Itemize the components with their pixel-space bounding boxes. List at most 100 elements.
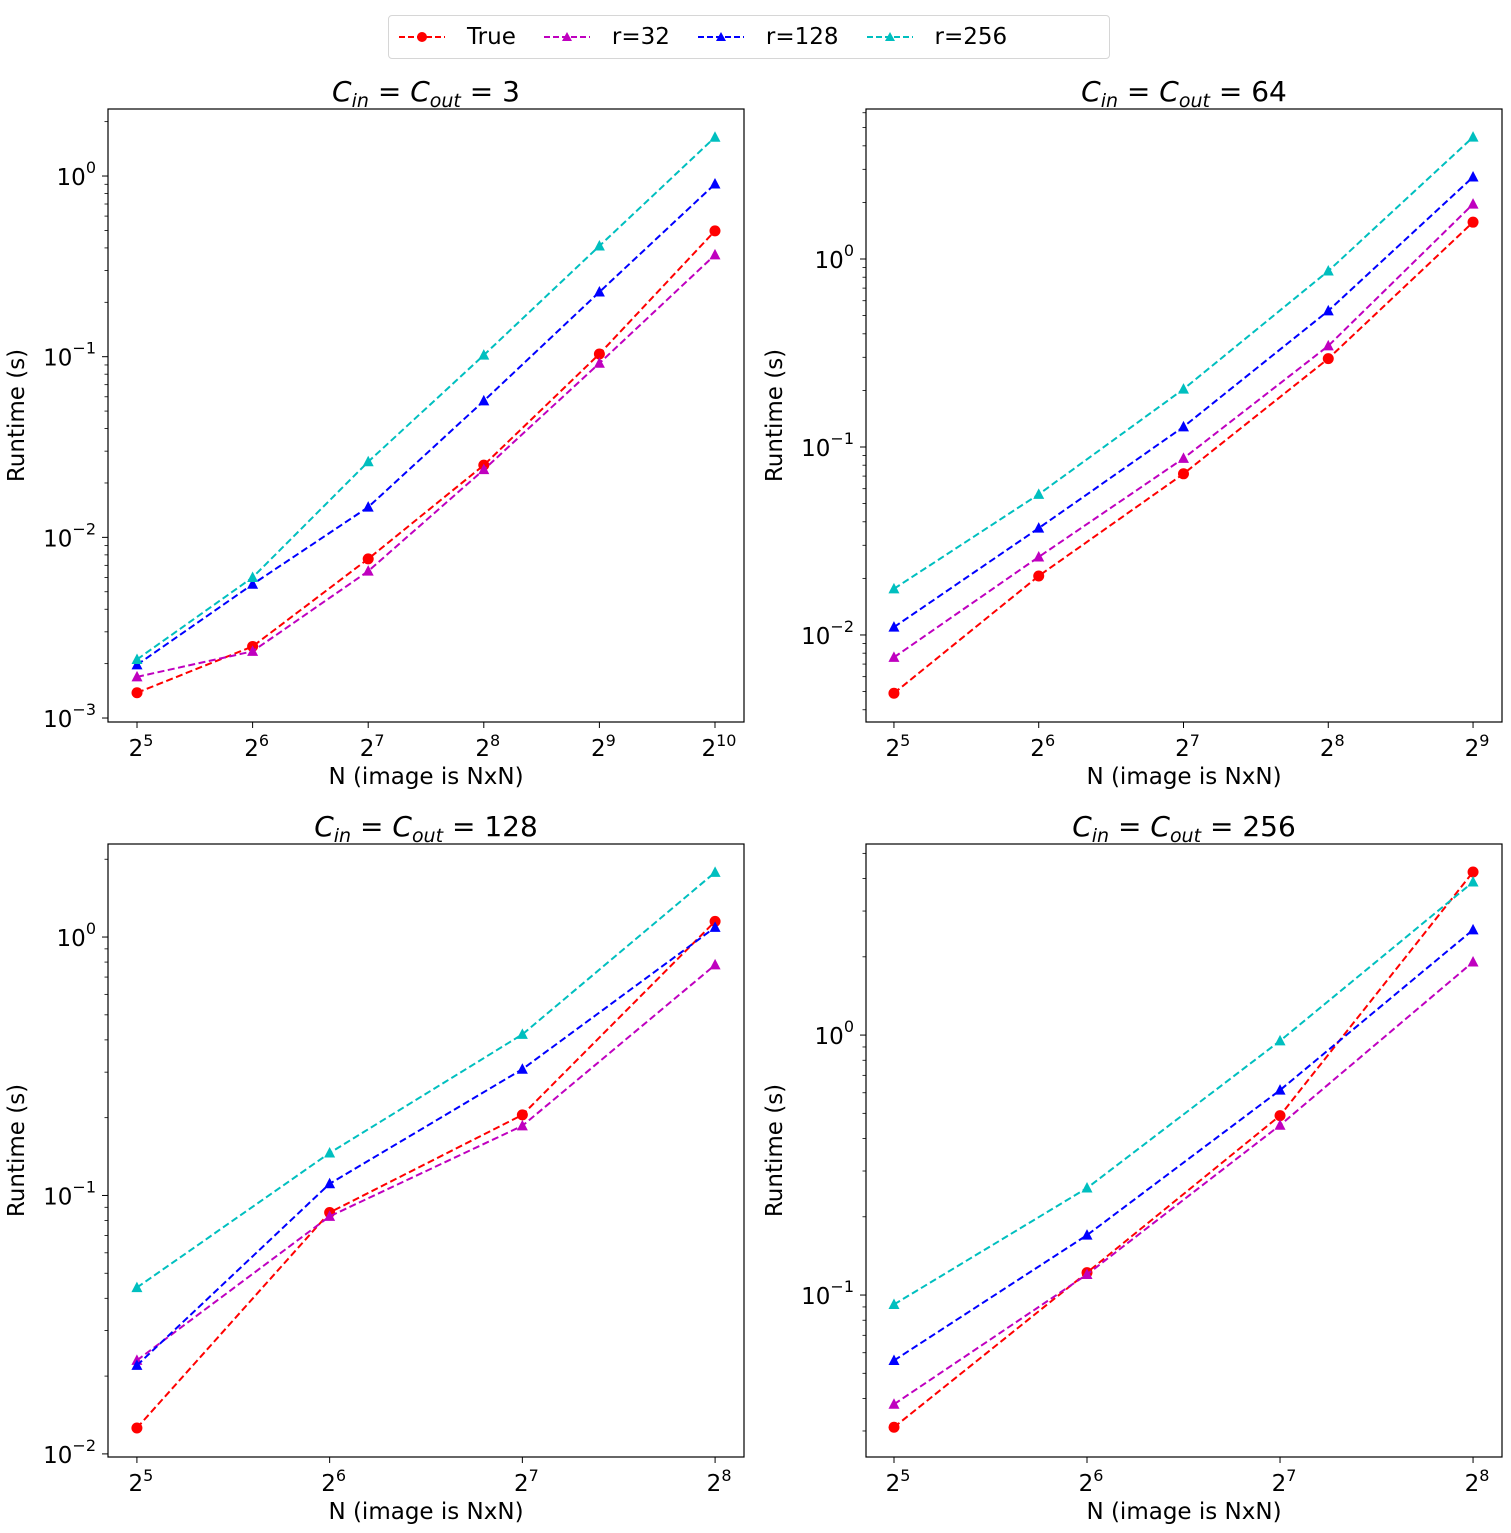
- data-point-r256: [1274, 1034, 1286, 1046]
- data-point-r32: [709, 248, 721, 260]
- x-tick-label: 27: [360, 731, 385, 762]
- subplot-3: Cin = Cout = 128 25 26 27 28 100 10−1 10−2 N (im…: [4, 810, 745, 1525]
- y-tick-label: 100: [815, 1017, 854, 1050]
- data-point-r32: [1274, 1119, 1286, 1130]
- data-point-r256: [131, 1281, 143, 1293]
- data-point-true: [362, 553, 374, 565]
- y-tick-label: 10−2: [43, 519, 96, 552]
- data-point-true: [131, 1422, 143, 1434]
- x-axis-label: N (image is NxN): [1086, 1499, 1281, 1525]
- data-point-true: [1467, 866, 1479, 878]
- data-point-true: [1467, 216, 1479, 228]
- x-axis-label: N (image is NxN): [328, 1499, 523, 1525]
- legend-item-r32: r=32: [542, 24, 670, 50]
- data-point-r32: [888, 651, 900, 662]
- legend-item-r128: r=128: [696, 24, 839, 50]
- y-tick-label: 10−2: [801, 617, 854, 650]
- data-point-r128: [593, 286, 605, 297]
- data-point-r128: [516, 1063, 528, 1074]
- data-point-true: [1274, 1110, 1286, 1122]
- x-tick-label: 210: [701, 731, 736, 762]
- data-point-r32: [1033, 550, 1045, 562]
- subplot-2: Cin = Cout = 64 25 26 27 28 29 100 10−1 10−2 N (i…: [762, 75, 1503, 790]
- x-tick-label: 26: [321, 1466, 346, 1497]
- data-point-r128: [1467, 171, 1479, 182]
- x-tick-label: 29: [1465, 731, 1490, 762]
- data-point-r128: [1177, 420, 1189, 432]
- data-point-r256: [131, 653, 143, 664]
- x-tick-label: 26: [1079, 1466, 1104, 1497]
- x-axis-label: N (image is NxN): [1086, 764, 1281, 790]
- data-point-r32: [1467, 956, 1479, 967]
- axes-frame: [107, 108, 745, 723]
- legend-label: True: [467, 24, 516, 50]
- data-point-r256: [516, 1028, 528, 1039]
- data-point-r32: [1322, 339, 1334, 351]
- subplot-title: Cin = Cout = 256: [1072, 810, 1296, 847]
- data-point-r128: [324, 1177, 336, 1189]
- y-axis-label: Runtime (s): [4, 1084, 30, 1217]
- data-point-r128: [131, 1359, 143, 1370]
- x-tick-label: 28: [707, 1466, 732, 1497]
- legend-swatch-r256: [866, 32, 913, 41]
- data-point-r32: [1177, 452, 1189, 463]
- data-point-r32: [131, 670, 143, 682]
- data-point-r256: [709, 866, 721, 877]
- y-tick-label: 10−1: [43, 339, 96, 372]
- data-point-r128: [1081, 1229, 1093, 1240]
- y-tick-label: 10−1: [43, 1177, 96, 1210]
- data-point-true: [1033, 570, 1045, 582]
- data-point-r32: [478, 463, 490, 475]
- data-point-r128: [247, 578, 259, 589]
- axes-frame: [865, 843, 1503, 1458]
- legend-item-r256: r=256: [865, 24, 1007, 50]
- subplot-title: Cin = Cout = 128: [314, 810, 538, 847]
- data-point-r256: [1467, 875, 1479, 887]
- y-tick-label: 100: [815, 241, 854, 274]
- subplot-4: Cin = Cout = 256 25 26 27 28 100 10−1 N (image …: [762, 810, 1503, 1525]
- y-tick-label: 10−1: [801, 429, 854, 462]
- series-line-r128: [136, 183, 716, 666]
- data-point-r256: [247, 571, 259, 582]
- data-point-r128: [1322, 304, 1334, 316]
- data-point-r128: [1033, 522, 1045, 533]
- subplot-title: Cin = Cout = 3: [332, 75, 520, 112]
- data-point-true: [709, 915, 721, 927]
- data-point-r32: [888, 1398, 900, 1409]
- data-point-r128: [362, 501, 374, 512]
- data-point-r128: [709, 178, 721, 189]
- series-line-r32: [136, 254, 716, 678]
- series-line-r256: [136, 136, 716, 661]
- data-point-r32: [362, 565, 374, 576]
- legend: True r=32 r=128 r=256: [388, 15, 1110, 59]
- x-tick-label: 28: [475, 731, 500, 762]
- data-point-r128: [1467, 923, 1479, 935]
- legend-swatch-true: [399, 32, 445, 42]
- series-line-r256: [136, 871, 716, 1289]
- data-point-r256: [1033, 488, 1045, 499]
- x-tick-label: 27: [1175, 731, 1200, 762]
- y-tick-label: 10−1: [801, 1277, 854, 1310]
- data-point-r256: [324, 1146, 336, 1158]
- data-point-r128: [709, 921, 721, 932]
- data-point-r128: [888, 1354, 900, 1366]
- data-point-r256: [1081, 1182, 1093, 1193]
- data-point-r128: [888, 621, 900, 632]
- y-tick-label: 10−3: [43, 700, 96, 733]
- series-line-r256: [893, 136, 1474, 590]
- data-point-r32: [593, 357, 605, 368]
- legend-label: r=32: [611, 24, 670, 50]
- series-line-r128: [893, 929, 1474, 1362]
- series-line-true: [136, 230, 716, 694]
- legend-item-true: True: [397, 24, 516, 50]
- y-axis-label: Runtime (s): [762, 1084, 788, 1217]
- y-tick-label: 100: [57, 158, 96, 191]
- subplot-title: Cin = Cout = 64: [1081, 75, 1287, 112]
- data-point-r32: [247, 645, 259, 656]
- x-tick-label: 25: [129, 731, 154, 762]
- data-point-r32: [1467, 198, 1479, 209]
- data-point-true: [131, 687, 143, 699]
- series-line-r256: [893, 881, 1474, 1306]
- legend-swatch-r128: [697, 32, 744, 41]
